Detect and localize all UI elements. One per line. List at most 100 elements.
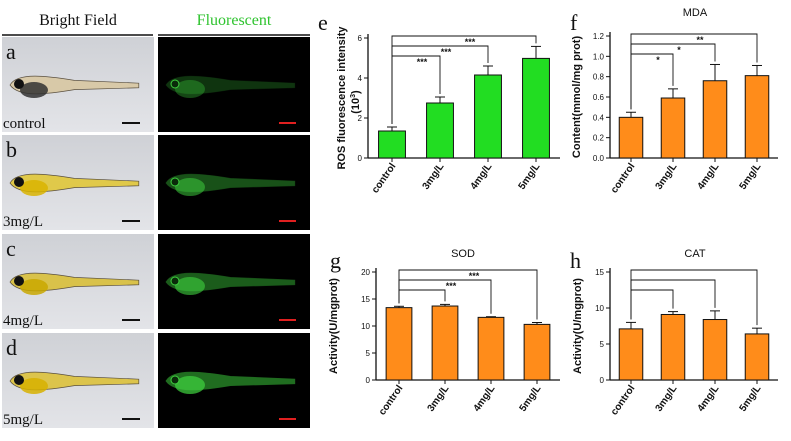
y-tick-label: 10 <box>361 322 370 331</box>
y-axis-label-line1: ROS fluorescence intensity <box>336 26 348 170</box>
y-axis-label-exponent: 3 <box>350 94 357 98</box>
y-tick-label: 0.8 <box>593 73 605 82</box>
row-label: 3mg/L <box>3 214 43 230</box>
row-label: 4mg/L <box>3 313 43 329</box>
fluorescent-yolk <box>175 80 205 98</box>
category-label-2: 4mg/L <box>696 161 722 191</box>
category-label-0: control <box>377 383 406 417</box>
fluorescent-yolk <box>175 376 205 394</box>
category-label-2: 4mg/L <box>696 383 722 413</box>
bar-2 <box>477 316 505 381</box>
panel-letter-h: h <box>570 248 581 273</box>
category-label-0: control <box>609 161 638 195</box>
bar-2 <box>702 80 728 159</box>
fluorescent-eye <box>170 79 180 89</box>
category-label-1: 3mg/L <box>426 383 452 413</box>
significance-label: *** <box>469 271 480 281</box>
eye <box>14 375 24 385</box>
category-label-0: control <box>370 161 399 195</box>
y-tick-label: 0 <box>358 154 363 163</box>
significance-bracket <box>630 269 758 326</box>
chart-g: g SOD Activity(U/mgprot) 0 5 10 15 20 control 3mg… <box>328 248 560 417</box>
image-grid: a control b 3mg/L c 4mg/L d 5mg/L <box>2 37 310 428</box>
yolk-sac <box>20 279 48 295</box>
significance-label: * <box>656 55 660 65</box>
y-tick-label: 15 <box>595 268 604 277</box>
bar-3 <box>744 75 770 159</box>
y-axis-label: Activity(U/mgprot) <box>572 278 584 374</box>
fluorescent-yolk <box>175 277 205 295</box>
bar-1 <box>431 305 459 381</box>
fluorescent-yolk <box>175 178 205 196</box>
fluorescent-eye <box>170 276 180 286</box>
y-tick-label: 6 <box>358 34 363 43</box>
significance-bracket <box>398 289 446 304</box>
category-label-0: control <box>609 383 638 417</box>
y-tick-label: 0 <box>366 376 371 385</box>
bar-3 <box>523 323 551 381</box>
category-label-2: 4mg/L <box>472 383 498 413</box>
y-axis-label-unit: (10 <box>350 98 362 114</box>
bar-0 <box>618 116 644 159</box>
y-axis-label: ROS fluorescence intensity (103) <box>336 26 362 170</box>
image-row-2: c 4mg/L <box>2 234 310 329</box>
significance-bracket <box>630 33 758 110</box>
y-tick-label: 0 <box>600 376 605 385</box>
y-tick-label: 5 <box>600 340 605 349</box>
bar-1 <box>426 102 454 159</box>
panel-letter-b: b <box>6 137 17 162</box>
header-fluorescent: Fluorescent <box>197 12 272 29</box>
fluorescent-eye <box>170 177 180 187</box>
fluorescent-image <box>158 37 310 132</box>
yolk-sac <box>20 180 48 196</box>
category-label-1: 3mg/L <box>654 161 680 191</box>
significance-label: *** <box>417 57 428 67</box>
panel-letter-d: d <box>6 335 17 360</box>
bar-3 <box>744 333 770 381</box>
chart-title: CAT <box>684 248 705 260</box>
y-tick-label: 0.2 <box>593 134 605 143</box>
y-axis-label: Activity(U/mgprot) <box>328 278 340 374</box>
bar-1 <box>660 97 686 159</box>
category-label-2: 4mg/L <box>469 161 495 191</box>
header-bright-field: Bright Field <box>39 12 117 29</box>
eye <box>14 79 24 89</box>
category-label-1: 3mg/L <box>654 383 680 413</box>
significance-label: *** <box>446 281 457 291</box>
y-tick-label: 15 <box>361 295 370 304</box>
bar-2 <box>702 319 728 381</box>
bar-0 <box>618 328 644 381</box>
y-tick-label: 20 <box>361 268 370 277</box>
y-tick-label: 2 <box>358 114 363 123</box>
y-tick-label: 0.4 <box>593 113 605 122</box>
panel-letter-g: g <box>330 248 341 273</box>
chart-f: f MDA Content(mmol/mg prot) 0.0 0.2 0.4 0.6 0.8… <box>570 7 778 195</box>
significance-label: *** <box>465 37 476 47</box>
y-tick-label: 0.6 <box>593 93 605 102</box>
y-tick-label: 10 <box>595 304 604 313</box>
panel-letter-c: c <box>6 236 16 261</box>
category-label-3: 5mg/L <box>518 383 544 413</box>
fluorescent-eye <box>170 375 180 385</box>
y-tick-label: 1.0 <box>593 52 605 61</box>
y-tick-label: 0.0 <box>593 154 605 163</box>
row-label: 5mg/L <box>3 412 43 428</box>
image-row-3: d 5mg/L <box>2 333 310 428</box>
panel-letter-a: a <box>6 39 16 64</box>
category-label-3: 5mg/L <box>738 161 764 191</box>
eye <box>14 276 24 286</box>
category-label-3: 5mg/L <box>738 383 764 413</box>
panel-letter-f: f <box>570 10 578 35</box>
image-row-0: a control <box>2 37 310 132</box>
category-label-3: 5mg/L <box>517 161 543 191</box>
significance-bracket <box>398 269 538 320</box>
zebrafish-larva-fluorescent <box>165 75 296 95</box>
chart-title: MDA <box>683 7 708 19</box>
chart-h: h CAT Activity(U/mgprot) 0 5 10 15 control 3mg/L… <box>570 248 778 417</box>
yolk-sac <box>20 82 48 98</box>
significance-label: *** <box>441 47 452 57</box>
y-tick-label: 5 <box>366 349 371 358</box>
